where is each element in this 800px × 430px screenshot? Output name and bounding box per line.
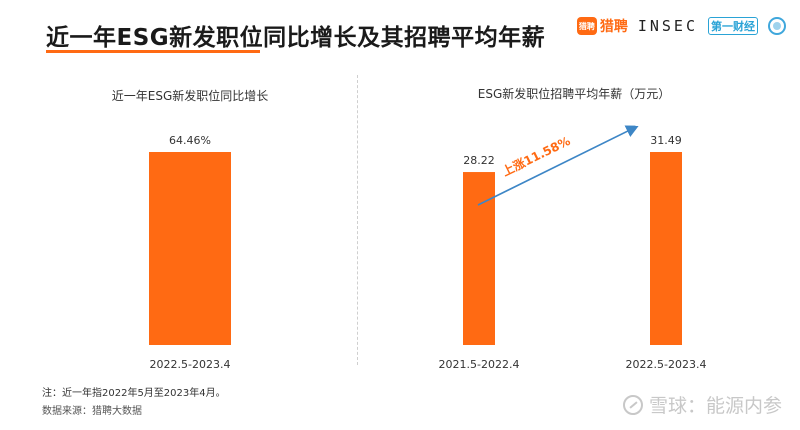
watermark-text: 雪球：能源内参 [648,395,782,417]
right-chart-category-label-1: 2022.5-2023.4 [626,358,707,371]
right-chart-bar-2022-2023 [650,152,682,345]
right-chart-title: ESG新发职位招聘平均年薪（万元） [478,86,671,101]
dycj-logo: 第一财经 [708,17,758,35]
left-chart-value-label: 64.46% [169,134,211,147]
left-chart-bar-2022-2023 [149,152,231,345]
page-title: 近一年ESG新发职位同比增长及其招聘平均年薪 [46,25,546,51]
title-underline [46,50,260,53]
growth-annotation: 上涨11.58% [499,133,572,179]
left-chart-title: 近一年ESG新发职位同比增长 [112,88,269,103]
right-chart-category-label-0: 2021.5-2022.4 [439,358,520,371]
liepin-logo: 猎聘 猎聘 [576,16,628,36]
chart-divider [357,75,358,365]
right-chart-value-label-1: 31.49 [650,134,682,147]
right-chart-bar-2021-2022 [463,172,495,345]
liepin-logo-icon: 猎聘 [576,17,597,35]
right-chart-value-label-0: 28.22 [463,154,495,167]
seal-logo-icon [768,17,786,35]
watermark: 雪球：能源内参 [622,391,782,418]
liepin-logo-text: 猎聘 [599,19,628,35]
logo-bar: 猎聘 猎聘 INSEC 第一财经 [576,16,786,36]
data-source: 数据来源：猎聘大数据 [42,406,142,417]
snowball-icon [622,394,643,415]
insec-logo: INSEC [637,17,698,35]
left-chart-category-label: 2022.5-2023.4 [150,358,231,371]
growth-arrow [477,125,639,206]
footnote: 注：近一年指2022年5月至2023年4月。 [42,388,226,399]
